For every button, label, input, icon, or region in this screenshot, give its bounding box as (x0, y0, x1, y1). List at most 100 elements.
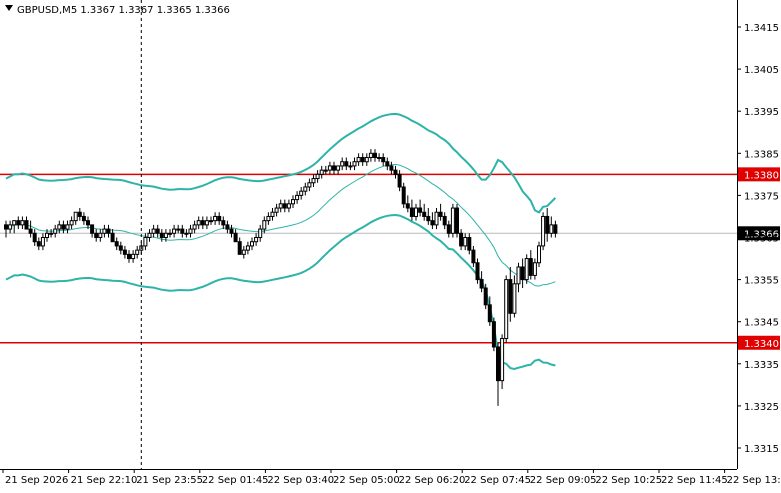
candle-body (442, 215, 447, 226)
time-tick-label: 22 Sep 10:25 (595, 475, 662, 486)
candle (241, 245, 246, 259)
candle-body (336, 165, 341, 171)
level-label-box (738, 167, 780, 182)
candle-body (233, 232, 238, 243)
candle-body (106, 228, 111, 234)
candle-body (422, 211, 427, 217)
candle-body (340, 161, 345, 167)
lower-band (5, 213, 556, 371)
candle-body (315, 173, 320, 180)
time-tick-label: 22 Sep 05:00 (333, 475, 400, 486)
candle (135, 245, 140, 259)
candle-body (512, 283, 517, 314)
candle-body (303, 186, 308, 192)
time-tick-label: 22 Sep 03:40 (267, 475, 334, 486)
price-tick-label: 1.3405 (744, 65, 779, 76)
candle (438, 203, 443, 221)
candle-body (147, 232, 152, 238)
candle (98, 229, 103, 242)
candle (32, 229, 37, 246)
candle-body (409, 207, 414, 217)
candle (405, 195, 410, 213)
candle (291, 195, 295, 209)
candle (463, 233, 468, 251)
candle-body (209, 220, 213, 223)
candle-body (299, 190, 304, 196)
candle (4, 220, 8, 238)
candle-body (377, 157, 382, 160)
candle-body (69, 220, 74, 226)
candle (90, 224, 95, 238)
candle (86, 216, 90, 230)
candle (336, 165, 341, 175)
candle (114, 237, 119, 251)
candle (233, 229, 238, 243)
candle (479, 271, 484, 293)
candle-body (262, 220, 267, 230)
candle (131, 250, 136, 263)
candle (323, 165, 328, 175)
candle-body (467, 237, 472, 251)
current-price-label: 1.3366 (744, 229, 779, 240)
candle-body (12, 220, 17, 226)
price-tick-label: 1.3365 (744, 234, 779, 245)
time-tick-label: 22 Sep 11:45 (661, 475, 728, 486)
candle (118, 241, 123, 255)
candle-body (545, 215, 550, 234)
collapse-triangle-icon[interactable] (5, 5, 13, 11)
level-label: 1.3380 (744, 170, 779, 181)
candle-body (4, 224, 8, 230)
candle (159, 229, 164, 242)
candle (188, 224, 193, 238)
candle (40, 233, 45, 251)
candle-body (24, 220, 29, 230)
candle (65, 220, 70, 234)
candle (340, 157, 345, 171)
candle (143, 233, 148, 251)
candle (176, 224, 181, 234)
price-tick-label: 1.3415 (744, 23, 779, 34)
candle (418, 199, 423, 217)
candle-body (483, 287, 488, 306)
candle (217, 212, 222, 225)
candle (381, 153, 386, 166)
candle (356, 153, 361, 166)
candle (504, 275, 509, 343)
candle (286, 199, 291, 213)
candle (81, 212, 86, 225)
candle (196, 216, 201, 230)
candle (262, 216, 267, 234)
candle-body (537, 245, 541, 264)
candle-body (430, 220, 435, 226)
candle-body (446, 224, 451, 234)
candle-body (385, 161, 390, 167)
candle-body (168, 232, 172, 235)
candle-body (213, 215, 218, 222)
candle-body (20, 220, 25, 226)
candle (360, 153, 365, 166)
current-price-box (738, 226, 780, 241)
candle-body (491, 321, 496, 348)
candle-body (57, 224, 62, 230)
candle-body (291, 199, 295, 205)
candle (94, 229, 99, 242)
candle (541, 212, 546, 251)
middle-band (5, 163, 556, 287)
candle (274, 203, 279, 217)
candle (311, 174, 316, 187)
candle (8, 220, 13, 234)
candle-body (311, 178, 316, 184)
candle-body (282, 203, 287, 209)
candle-body (278, 203, 283, 209)
candle (319, 165, 324, 179)
candle (496, 342, 500, 406)
candle (69, 216, 74, 230)
price-tick-label: 1.3355 (744, 276, 779, 287)
candle-body (401, 186, 406, 205)
candle-body (487, 304, 492, 323)
candle (102, 224, 107, 238)
candle (434, 208, 439, 230)
candle (295, 191, 300, 204)
candle-body (516, 266, 521, 285)
candle-body (188, 228, 193, 234)
